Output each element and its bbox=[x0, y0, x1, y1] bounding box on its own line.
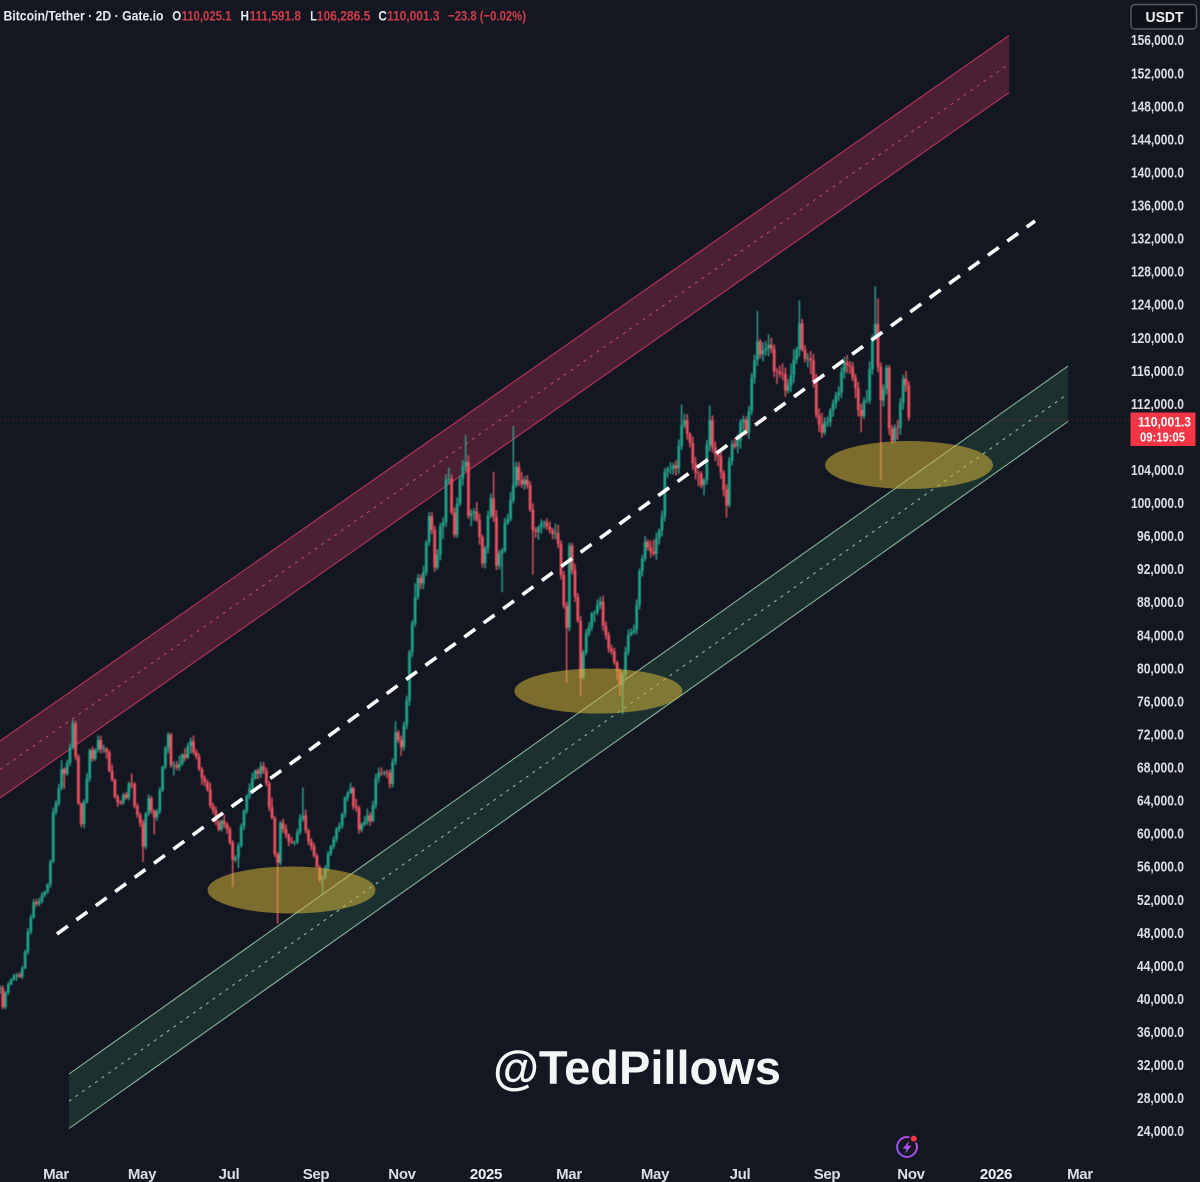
svg-text:156,000.0: 156,000.0 bbox=[1131, 32, 1184, 49]
svg-text:2025: 2025 bbox=[470, 1166, 502, 1182]
svg-text:106,286.5: 106,286.5 bbox=[317, 8, 371, 24]
svg-text:132,000.0: 132,000.0 bbox=[1131, 231, 1184, 248]
svg-text:92,000.0: 92,000.0 bbox=[1137, 561, 1184, 578]
svg-text:116,000.0: 116,000.0 bbox=[1131, 363, 1184, 380]
svg-text:72,000.0: 72,000.0 bbox=[1137, 727, 1184, 744]
svg-text:144,000.0: 144,000.0 bbox=[1131, 131, 1184, 148]
svg-text:111,591.8: 111,591.8 bbox=[250, 8, 302, 24]
svg-text:32,000.0: 32,000.0 bbox=[1137, 1057, 1184, 1074]
svg-text:Sep: Sep bbox=[303, 1166, 330, 1182]
svg-text:128,000.0: 128,000.0 bbox=[1131, 264, 1184, 281]
svg-text:May: May bbox=[128, 1166, 157, 1182]
svg-text:136,000.0: 136,000.0 bbox=[1131, 198, 1184, 215]
svg-text:110,001.3: 110,001.3 bbox=[1138, 414, 1191, 430]
svg-text:May: May bbox=[641, 1166, 670, 1182]
svg-text:60,000.0: 60,000.0 bbox=[1137, 826, 1184, 843]
svg-text:100,000.0: 100,000.0 bbox=[1131, 495, 1184, 512]
svg-text:USDT: USDT bbox=[1146, 9, 1184, 26]
svg-text:Mar: Mar bbox=[1067, 1166, 1093, 1182]
svg-text:2026: 2026 bbox=[980, 1166, 1012, 1182]
svg-text:140,000.0: 140,000.0 bbox=[1131, 164, 1184, 181]
svg-text:Mar: Mar bbox=[43, 1166, 69, 1182]
svg-text:@TedPillows: @TedPillows bbox=[493, 1041, 781, 1094]
svg-text:Mar: Mar bbox=[556, 1166, 582, 1182]
svg-text:C: C bbox=[378, 8, 387, 24]
svg-text:28,000.0: 28,000.0 bbox=[1137, 1090, 1184, 1107]
svg-text:52,000.0: 52,000.0 bbox=[1137, 892, 1184, 909]
svg-text:104,000.0: 104,000.0 bbox=[1131, 462, 1184, 479]
svg-text:Jul: Jul bbox=[730, 1166, 751, 1182]
svg-text:−23.8 (−0.02%): −23.8 (−0.02%) bbox=[448, 8, 526, 24]
svg-text:112,000.0: 112,000.0 bbox=[1131, 396, 1184, 413]
svg-text:Jul: Jul bbox=[219, 1166, 240, 1182]
svg-text:48,000.0: 48,000.0 bbox=[1137, 925, 1184, 942]
svg-text:68,000.0: 68,000.0 bbox=[1137, 760, 1184, 777]
svg-text:Sep: Sep bbox=[814, 1166, 841, 1182]
svg-text:L: L bbox=[310, 8, 317, 24]
svg-text:88,000.0: 88,000.0 bbox=[1137, 594, 1184, 611]
svg-text:Nov: Nov bbox=[897, 1166, 925, 1182]
svg-text:36,000.0: 36,000.0 bbox=[1137, 1024, 1184, 1041]
svg-text:O: O bbox=[172, 8, 181, 24]
svg-text:09:19:05: 09:19:05 bbox=[1140, 430, 1185, 445]
svg-text:124,000.0: 124,000.0 bbox=[1131, 297, 1184, 314]
svg-text:64,000.0: 64,000.0 bbox=[1137, 793, 1184, 810]
svg-text:148,000.0: 148,000.0 bbox=[1131, 98, 1184, 115]
svg-text:120,000.0: 120,000.0 bbox=[1131, 330, 1184, 347]
svg-text:96,000.0: 96,000.0 bbox=[1137, 528, 1184, 545]
svg-text:44,000.0: 44,000.0 bbox=[1137, 958, 1184, 975]
svg-text:80,000.0: 80,000.0 bbox=[1137, 660, 1184, 677]
svg-text:110,025.1: 110,025.1 bbox=[182, 8, 232, 24]
svg-text:110,001.3: 110,001.3 bbox=[387, 8, 440, 24]
svg-text:40,000.0: 40,000.0 bbox=[1137, 991, 1184, 1008]
svg-text:84,000.0: 84,000.0 bbox=[1137, 627, 1184, 644]
svg-text:Nov: Nov bbox=[388, 1166, 416, 1182]
svg-text:56,000.0: 56,000.0 bbox=[1137, 859, 1184, 876]
svg-text:152,000.0: 152,000.0 bbox=[1131, 65, 1184, 82]
svg-text:H: H bbox=[241, 8, 250, 24]
svg-text:24,000.0: 24,000.0 bbox=[1137, 1123, 1184, 1140]
svg-text:76,000.0: 76,000.0 bbox=[1137, 693, 1184, 710]
svg-text:Bitcoin/Tether · 2D · Gate.io: Bitcoin/Tether · 2D · Gate.io bbox=[4, 8, 164, 24]
